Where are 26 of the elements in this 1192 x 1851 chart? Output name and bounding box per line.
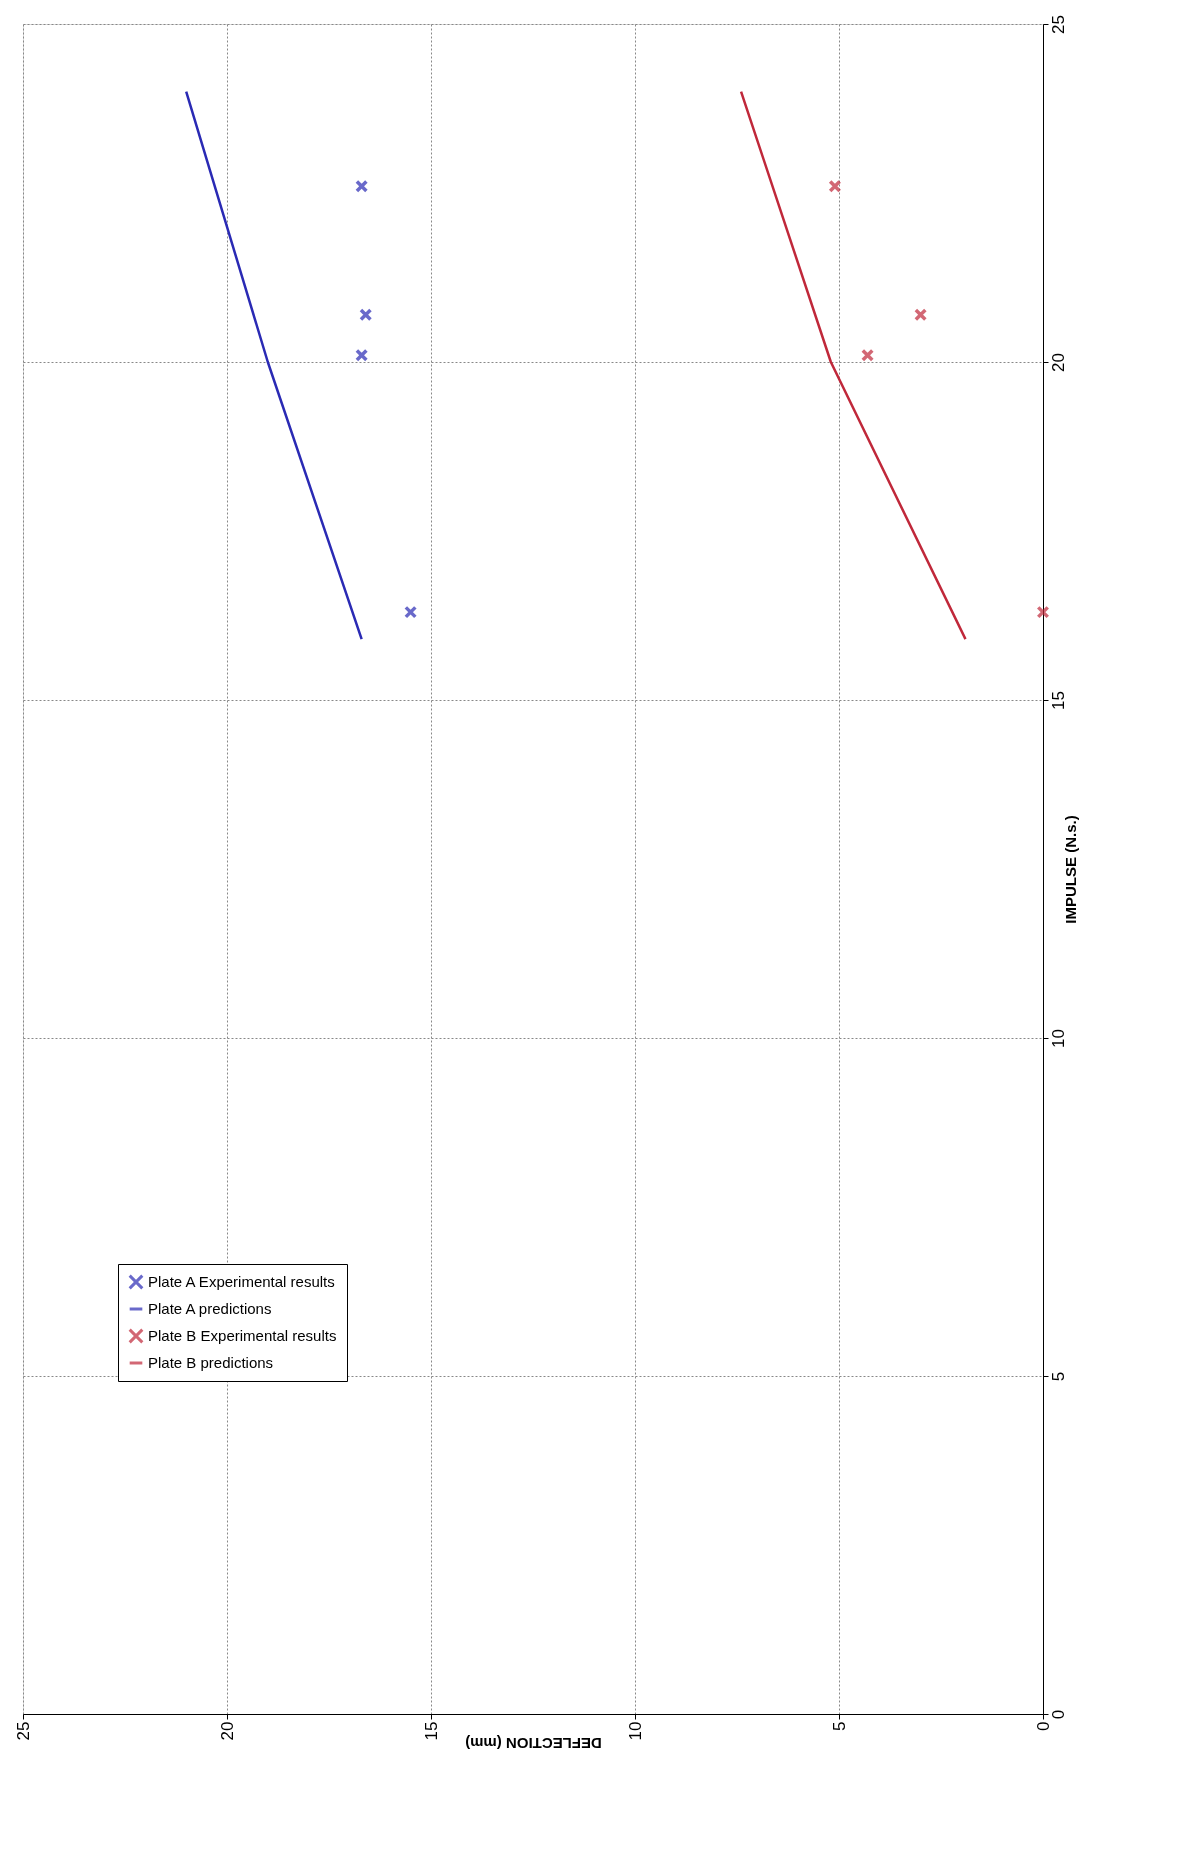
point (1036, 605, 1050, 619)
y-tick-label: 10 (1048, 1029, 1068, 1048)
point (404, 605, 418, 619)
x-tick-label: 10 (625, 1721, 645, 1741)
y-tick-label: 0 (1048, 1709, 1068, 1720)
x-tick-label: 20 (217, 1721, 237, 1741)
x-tick-label: 15 (421, 1721, 441, 1741)
y-tick-label: 25 (1048, 15, 1068, 34)
y-tick-label: 5 (1048, 1371, 1068, 1382)
x-tick-label: 25 (13, 1721, 33, 1741)
y-tick-label: 15 (1048, 691, 1068, 710)
point (861, 348, 875, 362)
legend-label: Plate A predictions (148, 1300, 272, 1317)
point (914, 308, 928, 322)
y-tick-label: 20 (1048, 353, 1068, 372)
point (828, 179, 842, 193)
point (355, 348, 369, 362)
point (359, 308, 373, 322)
y-axis-title: IMPULSE (N.s.) (1061, 815, 1079, 924)
legend-label: Plate B predictions (148, 1354, 274, 1371)
point (355, 179, 369, 193)
legend-label: Plate B Experimental results (148, 1327, 337, 1344)
x-tick-label: 0 (1033, 1721, 1053, 1731)
legend-label: Plate A Experimental results (148, 1273, 335, 1290)
x-tick-label: 5 (829, 1721, 849, 1731)
x-axis-title: DEFLECTION (mm) (465, 1735, 602, 1753)
